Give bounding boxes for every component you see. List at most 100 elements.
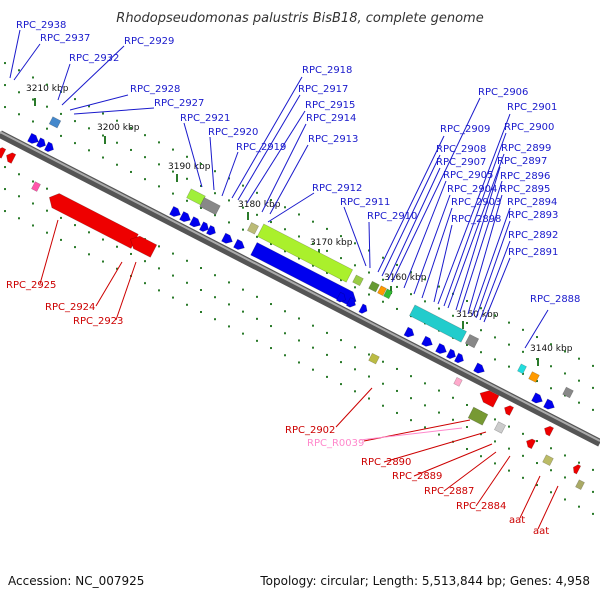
gene-feature[interactable] <box>562 386 574 399</box>
gene-label[interactable]: RPC_2899 <box>501 143 551 154</box>
gene-feature[interactable] <box>4 151 17 164</box>
gene-feature[interactable] <box>368 280 380 293</box>
gene-feature[interactable] <box>467 406 489 426</box>
gene-label[interactable]: RPC_2890 <box>361 457 411 468</box>
gene-label[interactable]: RPC_2938 <box>16 20 66 31</box>
gene-feature[interactable] <box>575 479 585 491</box>
gene-label[interactable]: aat <box>509 515 525 526</box>
gene-label[interactable]: RPC_2897 <box>497 156 547 167</box>
gene-label[interactable]: RPC_2889 <box>392 471 442 482</box>
gene-label[interactable]: RPC_2912 <box>312 183 362 194</box>
gene-label[interactable]: aat <box>533 526 549 537</box>
gene-feature[interactable] <box>409 304 467 343</box>
gene-feature[interactable] <box>48 116 62 129</box>
gene-label[interactable]: RPC_2928 <box>130 84 180 95</box>
gene-feature[interactable] <box>528 371 540 383</box>
gene-label[interactable]: RPC_2921 <box>180 113 230 124</box>
gene-label[interactable]: RPC_2932 <box>69 53 119 64</box>
gene-feature[interactable] <box>0 146 7 159</box>
gene-label[interactable]: RPC_2895 <box>500 184 550 195</box>
gene-label[interactable]: RPC_R0039 <box>307 438 364 449</box>
gene-feature[interactable] <box>31 181 41 192</box>
gene-label[interactable]: RPC_2903 <box>451 197 501 208</box>
gene-feature[interactable] <box>517 363 527 375</box>
gene-feature[interactable] <box>543 398 556 412</box>
gene-label[interactable]: RPC_2898 <box>451 214 501 225</box>
gene-label[interactable]: RPC_2924 <box>45 302 95 313</box>
gene-feature[interactable] <box>435 342 448 356</box>
gene-label[interactable]: RPC_2900 <box>504 122 554 133</box>
gene-feature[interactable] <box>352 274 364 287</box>
gene-label[interactable]: RPC_2908 <box>436 144 486 155</box>
connector-line <box>537 485 559 530</box>
gene-feature[interactable] <box>368 352 380 365</box>
guide-dot <box>550 365 552 368</box>
gene-feature[interactable] <box>335 291 347 304</box>
gene-feature[interactable] <box>502 404 515 416</box>
gene-feature[interactable] <box>179 211 192 225</box>
gene-label[interactable]: RPC_2914 <box>306 113 356 124</box>
connector-line <box>39 219 59 285</box>
gene-feature[interactable] <box>473 362 486 376</box>
gene-feature[interactable] <box>205 224 217 237</box>
gene-feature[interactable] <box>189 216 202 230</box>
gene-feature[interactable] <box>43 141 55 154</box>
gene-label[interactable]: RPC_2907 <box>436 157 486 168</box>
gene-label[interactable]: RPC_2887 <box>424 486 474 497</box>
gene-label[interactable]: RPC_2906 <box>478 87 528 98</box>
gene-label[interactable]: RPC_2920 <box>208 127 258 138</box>
gene-feature[interactable] <box>169 205 182 219</box>
gene-feature[interactable] <box>445 348 457 361</box>
gene-feature[interactable] <box>377 285 387 297</box>
gene-label[interactable]: RPC_2923 <box>73 316 123 327</box>
gene-label[interactable]: RPC_2913 <box>308 134 358 145</box>
gene-label[interactable]: RPC_2910 <box>367 211 417 222</box>
gene-label[interactable]: RPC_2904 <box>447 184 497 195</box>
gene-label[interactable]: RPC_2911 <box>340 197 390 208</box>
gene-feature[interactable] <box>198 221 210 234</box>
gene-label[interactable]: RPC_2917 <box>298 84 348 95</box>
gene-label[interactable]: RPC_2918 <box>302 65 352 76</box>
gene-feature[interactable] <box>403 326 416 339</box>
gene-label[interactable]: RPC_2919 <box>236 142 286 153</box>
gene-label[interactable]: RPC_2894 <box>507 197 557 208</box>
gene-feature[interactable] <box>464 333 480 349</box>
gene-label[interactable]: RPC_2929 <box>124 36 174 47</box>
gene-feature[interactable] <box>542 424 555 437</box>
gene-feature[interactable] <box>256 223 354 283</box>
gene-feature[interactable] <box>27 132 40 146</box>
gene-feature[interactable] <box>453 376 463 387</box>
gene-feature[interactable] <box>358 303 369 315</box>
gene-feature[interactable] <box>524 437 537 450</box>
gene-feature[interactable] <box>221 232 234 246</box>
gene-feature[interactable] <box>233 238 246 252</box>
gene-label[interactable]: RPC_2901 <box>507 102 557 113</box>
gene-label[interactable]: RPC_2927 <box>154 98 204 109</box>
gene-feature[interactable] <box>421 335 434 349</box>
gene-feature[interactable] <box>127 233 158 258</box>
gene-feature[interactable] <box>477 387 500 408</box>
gene-label[interactable]: RPC_2915 <box>305 100 355 111</box>
gene-label[interactable]: RPC_2884 <box>456 501 506 512</box>
gene-feature[interactable] <box>383 288 393 300</box>
gene-label[interactable]: RPC_2925 <box>6 280 56 291</box>
gene-label[interactable]: RPC_2937 <box>40 33 90 44</box>
gene-label[interactable]: RPC_2909 <box>440 124 490 135</box>
gene-feature[interactable] <box>453 352 465 365</box>
gene-feature[interactable] <box>246 222 260 235</box>
gene-feature[interactable] <box>571 463 582 475</box>
gene-feature[interactable] <box>199 197 221 216</box>
gene-label[interactable]: RPC_2893 <box>508 210 558 221</box>
gene-feature[interactable] <box>531 392 544 406</box>
gene-label[interactable]: RPC_2896 <box>500 171 550 182</box>
gene-label[interactable]: RPC_2891 <box>508 247 558 258</box>
gene-feature[interactable] <box>542 454 554 467</box>
gene-label[interactable]: RPC_2902 <box>285 425 335 436</box>
gene-feature[interactable] <box>345 297 357 309</box>
gene-label[interactable]: RPC_2905 <box>443 170 493 181</box>
gene-feature[interactable] <box>46 190 139 249</box>
gene-label[interactable]: RPC_2888 <box>530 294 580 305</box>
gene-feature[interactable] <box>35 137 47 150</box>
gene-label[interactable]: RPC_2892 <box>508 230 558 241</box>
gene-feature[interactable] <box>493 421 507 434</box>
